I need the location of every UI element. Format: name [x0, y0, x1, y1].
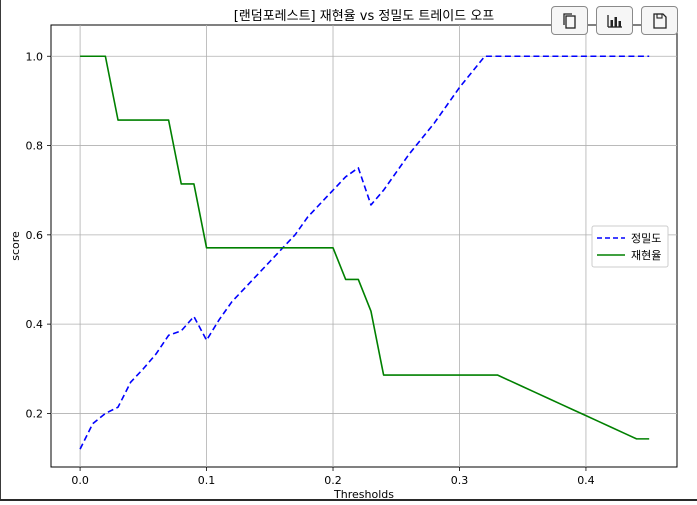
- x-tick-label: 0.1: [198, 474, 216, 487]
- recall-series-line: [80, 55, 650, 440]
- copy-button[interactable]: [551, 6, 588, 35]
- y-tick-label: 0.6: [26, 229, 44, 242]
- legend-label-recall: 재현율: [631, 249, 661, 262]
- y-tick-label: 0.2: [26, 407, 44, 420]
- legend-box: [591, 225, 669, 268]
- y-axis-label: score: [9, 231, 22, 261]
- legend: 정밀도 재현율: [591, 225, 669, 268]
- window-edge-bottom: [0, 499, 697, 501]
- x-axis-ticks: 0.0 0.1 0.2 0.3 0.4: [71, 467, 595, 487]
- precision-series-line: [79, 55, 650, 450]
- chart-toolbar: [551, 6, 678, 35]
- save-button[interactable]: [641, 6, 678, 35]
- chart-title: [랜덤포레스트] 재현율 vs 정밀도 트레이드 오프: [234, 9, 495, 24]
- chart-button[interactable]: [596, 6, 633, 35]
- x-tick-label: 0.2: [324, 474, 342, 487]
- save-icon: [652, 12, 667, 29]
- x-tick-label: 0.0: [71, 474, 89, 487]
- y-tick-label: 0.4: [26, 318, 44, 331]
- x-tick-label: 0.3: [451, 474, 469, 487]
- y-axis-ticks: 0.2 0.4 0.6 0.8 1.0: [26, 50, 51, 420]
- y-tick-label: 1.0: [26, 50, 44, 63]
- x-tick-label: 0.4: [577, 474, 595, 487]
- plot-area: [50, 24, 678, 468]
- copy-icon: [562, 12, 576, 29]
- window-edge-left: [0, 0, 1, 501]
- x-axis-label: Thresholds: [333, 488, 394, 501]
- legend-label-precision: 정밀도: [631, 232, 661, 245]
- y-tick-label: 0.8: [26, 140, 44, 153]
- bar-chart-icon: [606, 14, 622, 28]
- series-layer: [79, 55, 650, 450]
